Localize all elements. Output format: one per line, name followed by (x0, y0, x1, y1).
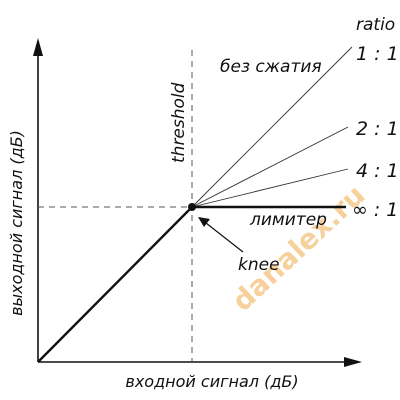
watermark: danalex.ru (226, 178, 372, 317)
knee-arrow-line (206, 223, 243, 252)
ratio-heading: ratio (356, 15, 395, 35)
knee-arrow-head (198, 217, 210, 227)
limiter-label: лимитер (249, 210, 327, 230)
no-compression-label: без сжатия (220, 57, 322, 77)
ratio-label-1-1: 1 : 1 (356, 43, 399, 65)
ratio-line-2-1 (192, 127, 348, 207)
x-axis-label: входной сигнал (дБ) (125, 372, 298, 391)
y-axis-label: выходной сигнал (дБ) (7, 130, 26, 316)
x-axis-arrow (344, 357, 362, 367)
knee-point (188, 203, 196, 211)
ratio-label-2-1: 2 : 1 (356, 118, 399, 140)
ratio-label-4-1: 4 : 1 (356, 160, 399, 182)
ratio-label-inf-1: ∞ : 1 (352, 199, 398, 221)
knee-label: knee (238, 255, 280, 275)
threshold-label: threshold (169, 82, 189, 163)
y-axis-arrow (33, 38, 43, 56)
linear-segment (38, 207, 192, 362)
